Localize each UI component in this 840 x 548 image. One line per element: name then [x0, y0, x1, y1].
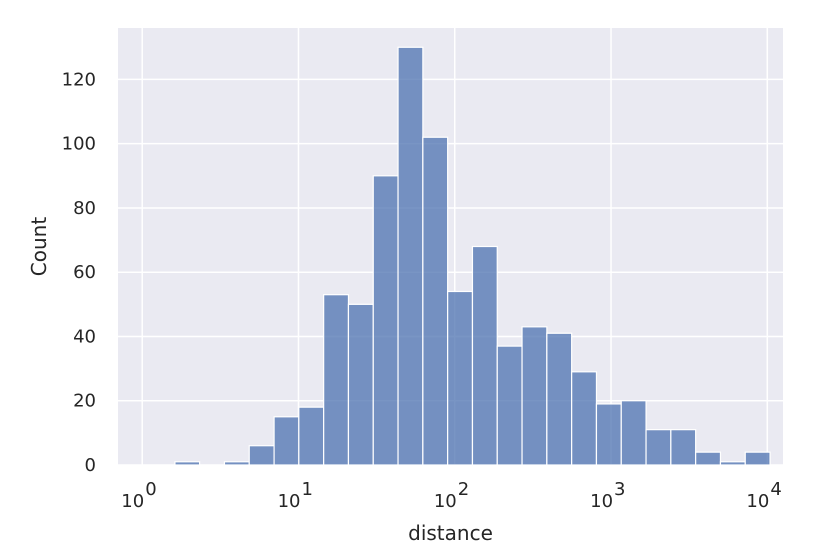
histogram-bar: [372, 175, 399, 466]
histogram-bar: [248, 445, 275, 466]
histogram-bar: [744, 451, 771, 466]
x-tick-base: 10: [746, 491, 769, 512]
x-tick-label: 102: [434, 479, 469, 512]
histogram-bar: [546, 332, 573, 466]
histogram-bar: [273, 416, 300, 466]
y-axis-label: Count: [27, 217, 51, 277]
x-tick-exponent: 2: [458, 479, 469, 500]
x-tick-base: 10: [121, 491, 144, 512]
histogram-bar: [571, 371, 598, 466]
x-tick-base: 10: [278, 491, 301, 512]
y-tick-label: 80: [73, 198, 96, 219]
histogram-bar: [620, 400, 647, 466]
y-tick-label: 40: [73, 326, 96, 347]
x-tick-label: 100: [121, 479, 156, 512]
histogram-bar: [719, 461, 746, 466]
histogram-bar: [645, 429, 672, 466]
histogram-bar: [595, 403, 622, 466]
histogram-bar: [298, 406, 325, 466]
x-tick-exponent: 4: [770, 479, 781, 500]
x-tick-exponent: 0: [145, 479, 156, 500]
y-tick-label: 100: [62, 134, 96, 155]
histogram-bar: [347, 303, 374, 466]
histogram-bar: [223, 461, 250, 466]
y-tick-label: 20: [73, 391, 96, 412]
bars: [174, 46, 771, 466]
histogram-bar: [496, 345, 523, 466]
x-axis-label: distance: [408, 521, 493, 545]
histogram-bar: [670, 429, 697, 466]
x-tick-exponent: 3: [614, 479, 625, 500]
y-axis-ticks: 0 20 40 60 80 100 120: [62, 69, 96, 476]
x-tick-label: 103: [590, 479, 625, 512]
x-tick-label: 104: [746, 479, 781, 512]
histogram-bar: [323, 294, 350, 466]
y-tick-label: 60: [73, 262, 96, 283]
histogram-bar: [695, 451, 722, 466]
y-tick-label: 0: [85, 455, 96, 476]
histogram-bar: [174, 461, 201, 466]
histogram-bar: [471, 245, 498, 466]
x-tick-label: 101: [278, 479, 313, 512]
histogram-bar: [422, 136, 449, 466]
histogram-bar: [521, 326, 548, 466]
y-tick-label: 120: [62, 69, 96, 90]
x-tick-base: 10: [434, 491, 457, 512]
histogram-bar: [397, 46, 424, 466]
x-tick-base: 10: [590, 491, 613, 512]
histogram-bar: [447, 290, 474, 466]
x-tick-exponent: 1: [301, 479, 312, 500]
